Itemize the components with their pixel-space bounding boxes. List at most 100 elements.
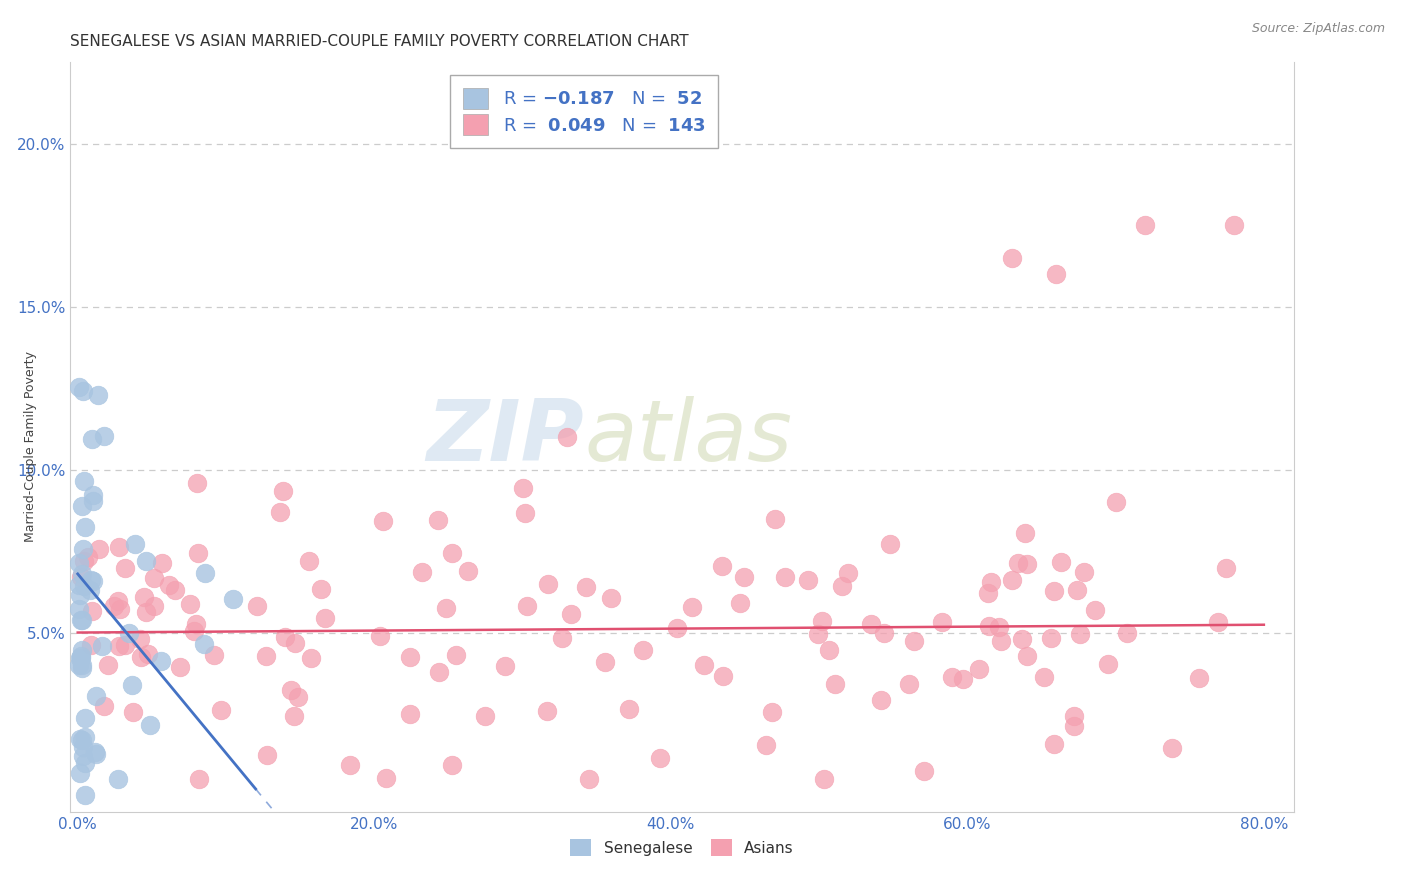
Point — [371, 514, 394, 528]
Point — [560, 607, 582, 621]
Point — [536, 704, 558, 718]
Point — [298, 553, 321, 567]
Point — [103, 599, 125, 614]
Text: SENEGALESE VS ASIAN MARRIED-COUPLE FAMILY POVERTY CORRELATION CHART: SENEGALESE VS ASIAN MARRIED-COUPLE FAMIL… — [70, 34, 689, 49]
Point — [1042, 737, 1064, 751]
Point — [76, 550, 98, 565]
Point — [72, 384, 94, 398]
Point — [72, 749, 94, 764]
Point — [824, 677, 846, 691]
Point — [70, 500, 93, 514]
Point — [299, 651, 322, 665]
Point — [122, 705, 145, 719]
Point — [70, 613, 93, 627]
Point — [69, 570, 91, 584]
Point — [73, 756, 96, 770]
Point — [1063, 709, 1085, 723]
Point — [284, 636, 307, 650]
Point — [70, 648, 93, 663]
Point — [67, 602, 90, 616]
Point — [551, 632, 574, 646]
Point — [1073, 565, 1095, 579]
Point — [398, 649, 420, 664]
Legend: Senegalese, Asians: Senegalese, Asians — [562, 831, 801, 864]
Point — [107, 594, 129, 608]
Point — [512, 481, 534, 495]
Point — [91, 639, 114, 653]
Point — [67, 556, 90, 570]
Point — [186, 475, 208, 490]
Point — [73, 475, 96, 489]
Point — [440, 546, 463, 560]
Point — [256, 748, 278, 763]
Point — [761, 705, 783, 719]
Point — [818, 643, 841, 657]
Point — [859, 617, 882, 632]
Point — [254, 648, 277, 663]
Point — [183, 624, 205, 638]
Point — [1014, 526, 1036, 541]
Point — [80, 638, 103, 652]
Point — [314, 611, 336, 625]
Point — [979, 619, 1001, 633]
Point — [97, 658, 120, 673]
Point — [494, 658, 516, 673]
Point — [108, 540, 131, 554]
Point — [84, 747, 107, 761]
Point — [374, 771, 396, 785]
Point — [186, 617, 208, 632]
Point — [82, 574, 104, 589]
Point — [93, 699, 115, 714]
Text: Source: ZipAtlas.com: Source: ZipAtlas.com — [1251, 22, 1385, 36]
Point — [1040, 631, 1063, 645]
Point — [1223, 219, 1246, 233]
Point — [84, 689, 107, 703]
Point — [107, 772, 129, 786]
Point — [87, 541, 110, 556]
Point — [72, 613, 94, 627]
Point — [165, 582, 187, 597]
Point — [70, 657, 93, 672]
Point — [114, 561, 136, 575]
Point — [194, 566, 217, 581]
Point — [593, 655, 616, 669]
Point — [67, 578, 90, 592]
Point — [139, 718, 162, 732]
Point — [80, 574, 103, 588]
Point — [271, 483, 294, 498]
Point — [67, 657, 90, 672]
Point — [209, 703, 232, 717]
Point — [73, 788, 96, 802]
Point — [82, 493, 104, 508]
Point — [711, 558, 734, 573]
Point — [73, 731, 96, 745]
Point — [977, 586, 1000, 600]
Point — [831, 579, 853, 593]
Point — [440, 758, 463, 772]
Point — [1215, 561, 1237, 575]
Point — [1206, 615, 1229, 629]
Point — [150, 654, 173, 668]
Point — [457, 564, 479, 578]
Point — [941, 670, 963, 684]
Point — [93, 429, 115, 443]
Point — [159, 578, 181, 592]
Point — [1000, 574, 1022, 588]
Point — [87, 388, 110, 402]
Point — [1097, 657, 1119, 671]
Point — [1135, 219, 1157, 233]
Point — [280, 682, 302, 697]
Point — [283, 708, 305, 723]
Point — [755, 738, 778, 752]
Point — [474, 708, 496, 723]
Point — [121, 678, 143, 692]
Point — [73, 553, 96, 567]
Point — [221, 592, 243, 607]
Point — [1042, 584, 1064, 599]
Point — [70, 643, 93, 657]
Point — [70, 661, 93, 675]
Point — [135, 605, 157, 619]
Point — [434, 601, 457, 615]
Point — [681, 599, 703, 614]
Point — [69, 650, 91, 665]
